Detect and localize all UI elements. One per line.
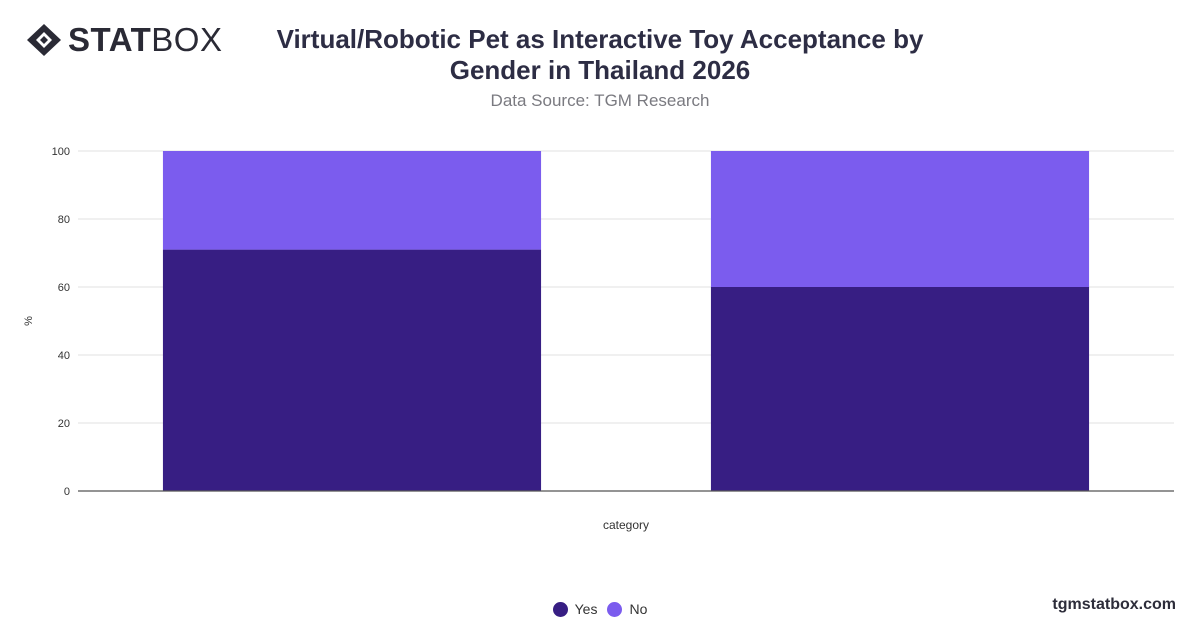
statbox-logo: STATBOX <box>26 22 222 58</box>
bar-yes-0 <box>162 249 542 491</box>
y-tick-label: 80 <box>58 214 70 226</box>
bar-no-1 <box>710 151 1090 287</box>
y-tick-label: 100 <box>52 146 70 158</box>
chart-legend: Yes No <box>0 601 1200 617</box>
chart-subtitle: Data Source: TGM Research <box>490 91 710 110</box>
logo-wordmark: STATBOX <box>68 22 222 58</box>
legend-label-no: No <box>629 601 648 617</box>
y-tick-label: 20 <box>58 418 70 430</box>
legend-swatch-no <box>607 601 623 617</box>
logo-wordmark-bold: STAT <box>68 21 152 58</box>
y-tick-label: 60 <box>58 282 70 294</box>
bar-no-0 <box>162 151 542 250</box>
legend-label-yes: Yes <box>574 601 598 617</box>
y-tick-label: 0 <box>64 486 70 498</box>
legend-swatch-yes <box>552 601 568 617</box>
footer-site-link[interactable]: tgmstatbox.com <box>1052 596 1176 613</box>
legend-item-yes[interactable]: Yes <box>552 601 598 617</box>
x-axis-label: category <box>603 518 649 532</box>
y-axis-label: % <box>23 316 35 326</box>
logo-wordmark-light: BOX <box>151 21 223 58</box>
chart-title: Virtual/Robotic Pet as Interactive Toy A… <box>276 24 924 85</box>
y-tick-label: 40 <box>58 350 70 362</box>
bar-yes-1 <box>710 287 1090 491</box>
legend-item-no[interactable]: No <box>607 601 647 617</box>
diamond-logo-icon <box>27 24 61 56</box>
